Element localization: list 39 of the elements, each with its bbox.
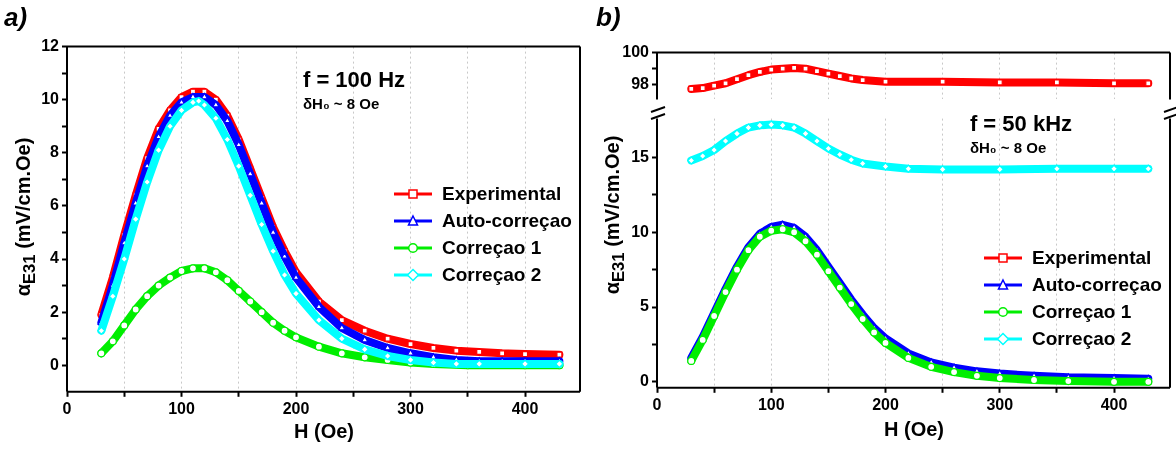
legend-label: Experimental [1032, 247, 1152, 270]
y-tick-label: 15 [631, 147, 650, 165]
legend-label: Correçao 2 [442, 263, 542, 286]
y-tick-label: 98 [631, 75, 650, 93]
x-axis-title: H (Oe) [884, 418, 944, 441]
x-tick-label: 200 [282, 399, 310, 417]
legend-label: Correçao 1 [1032, 301, 1132, 324]
y-tick-label: 4 [50, 249, 60, 267]
x-tick-label: 0 [62, 399, 72, 417]
legend-label: Correçao 2 [1032, 328, 1132, 351]
legend-label: Auto-correçao [1032, 274, 1162, 297]
y-tick-label: 2 [50, 302, 60, 320]
x-tick-label: 400 [1100, 395, 1128, 413]
x-tick-label: 100 [168, 399, 195, 417]
y-tick-label: 12 [41, 37, 60, 55]
annotation: f = 50 kHz [969, 110, 1073, 137]
y-tick-label: 8 [50, 143, 60, 161]
chart-title: a) [4, 2, 28, 33]
x-tick-label: 300 [397, 399, 424, 417]
annotation: δH₀ ~ 8 Oe [302, 95, 380, 113]
x-tick-label: 100 [757, 395, 785, 413]
x-tick-label: 200 [872, 395, 899, 413]
legend-label: Correçao 1 [442, 236, 542, 259]
y-tick-label: 0 [640, 372, 650, 390]
x-tick-label: 400 [511, 399, 539, 417]
annotation: f = 100 Hz [302, 67, 406, 94]
x-axis-title: H (Oe) [294, 420, 354, 443]
y-tick-label: 0 [50, 355, 60, 373]
y-tick-label: 10 [41, 90, 60, 108]
legend-label: Auto-correçao [442, 209, 572, 232]
y-tick-label: 100 [622, 43, 650, 61]
x-tick-label: 0 [652, 395, 662, 413]
y-tick-label: 10 [631, 222, 650, 240]
annotation: δH₀ ~ 8 Oe [969, 138, 1047, 156]
x-tick-label: 300 [986, 395, 1014, 413]
y-tick-label: 5 [640, 297, 650, 315]
legend-label: Experimental [442, 182, 562, 205]
y-tick-label: 6 [50, 196, 60, 214]
chart-title: b) [596, 2, 621, 33]
